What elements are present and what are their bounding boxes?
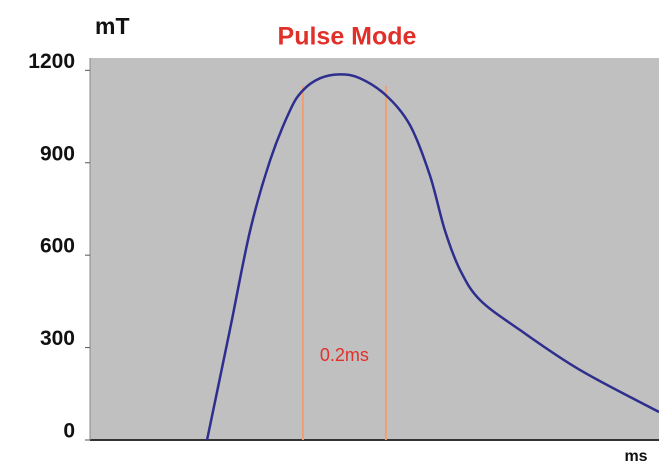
- y-tick-label: 0: [63, 420, 75, 443]
- x-axis-label: ms: [624, 448, 647, 465]
- line-series: [205, 73, 659, 441]
- y-tick-label: 300: [40, 327, 75, 350]
- plot-area: [90, 58, 659, 440]
- y-axis-label: mT: [95, 13, 130, 39]
- y-tick-label: 600: [40, 235, 75, 258]
- annotation: 0.2ms: [320, 345, 369, 365]
- y-tick-label: 900: [40, 142, 75, 165]
- y-tick-label: 1200: [28, 50, 75, 73]
- chart-title: Pulse Mode: [278, 23, 417, 51]
